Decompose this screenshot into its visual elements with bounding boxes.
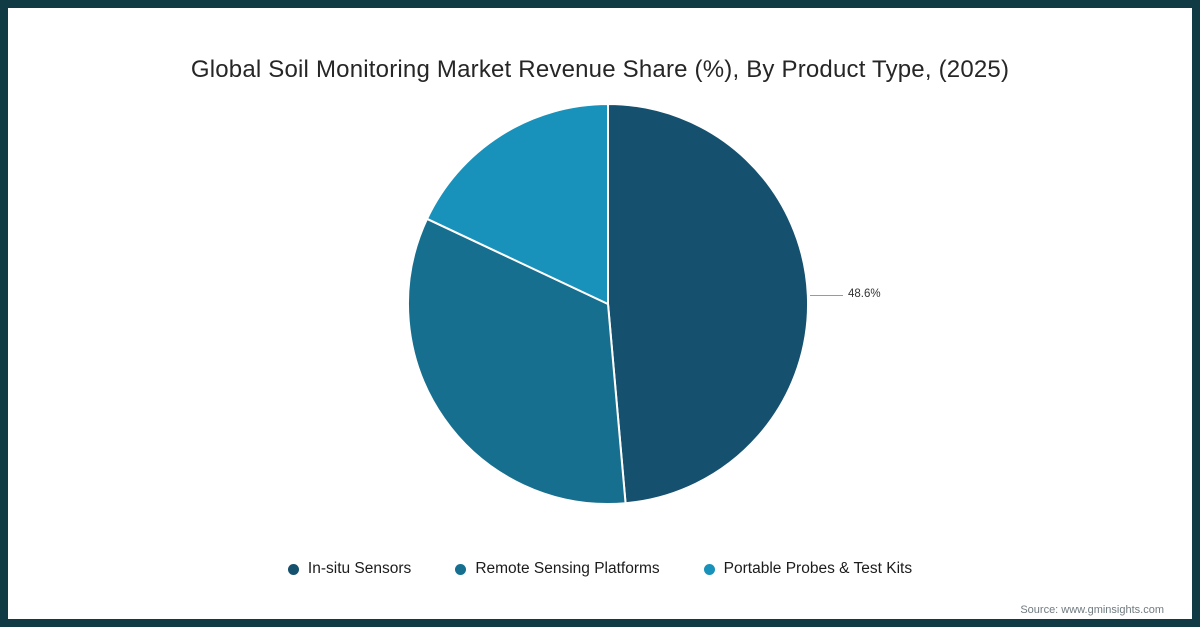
source-note: Source: www.gminsights.com — [1020, 604, 1164, 616]
legend-marker-portable-probes-test-kits — [703, 563, 715, 575]
pie-chart-svg — [407, 102, 810, 505]
legend-label-remote-sensing-platforms: Remote Sensing Platforms — [475, 560, 660, 577]
legend-marker-remote-sensing-platforms — [455, 563, 467, 575]
slice-annotation: 48.6% — [848, 288, 881, 300]
legend-item-portable-probes-test-kits[interactable]: Portable Probes & Test Kits — [703, 560, 913, 578]
pie-slice-2[interactable] — [425, 102, 609, 306]
legend: In-situ Sensors Remote Sensing Platforms… — [8, 560, 1192, 578]
legend-marker-in-situ-sensors — [287, 563, 299, 575]
legend-item-in-situ-sensors[interactable]: In-situ Sensors — [287, 560, 412, 578]
legend-item-remote-sensing-platforms[interactable]: Remote Sensing Platforms — [455, 560, 660, 578]
pie-slice-0[interactable] — [607, 102, 810, 505]
chart-title: Global Soil Monitoring Market Revenue Sh… — [190, 56, 1010, 83]
legend-label-in-situ-sensors: In-situ Sensors — [307, 560, 412, 577]
annotation-leader-line — [810, 295, 843, 296]
pie-slice-1[interactable] — [407, 217, 627, 505]
legend-label-portable-probes-test-kits: Portable Probes & Test Kits — [723, 560, 913, 577]
